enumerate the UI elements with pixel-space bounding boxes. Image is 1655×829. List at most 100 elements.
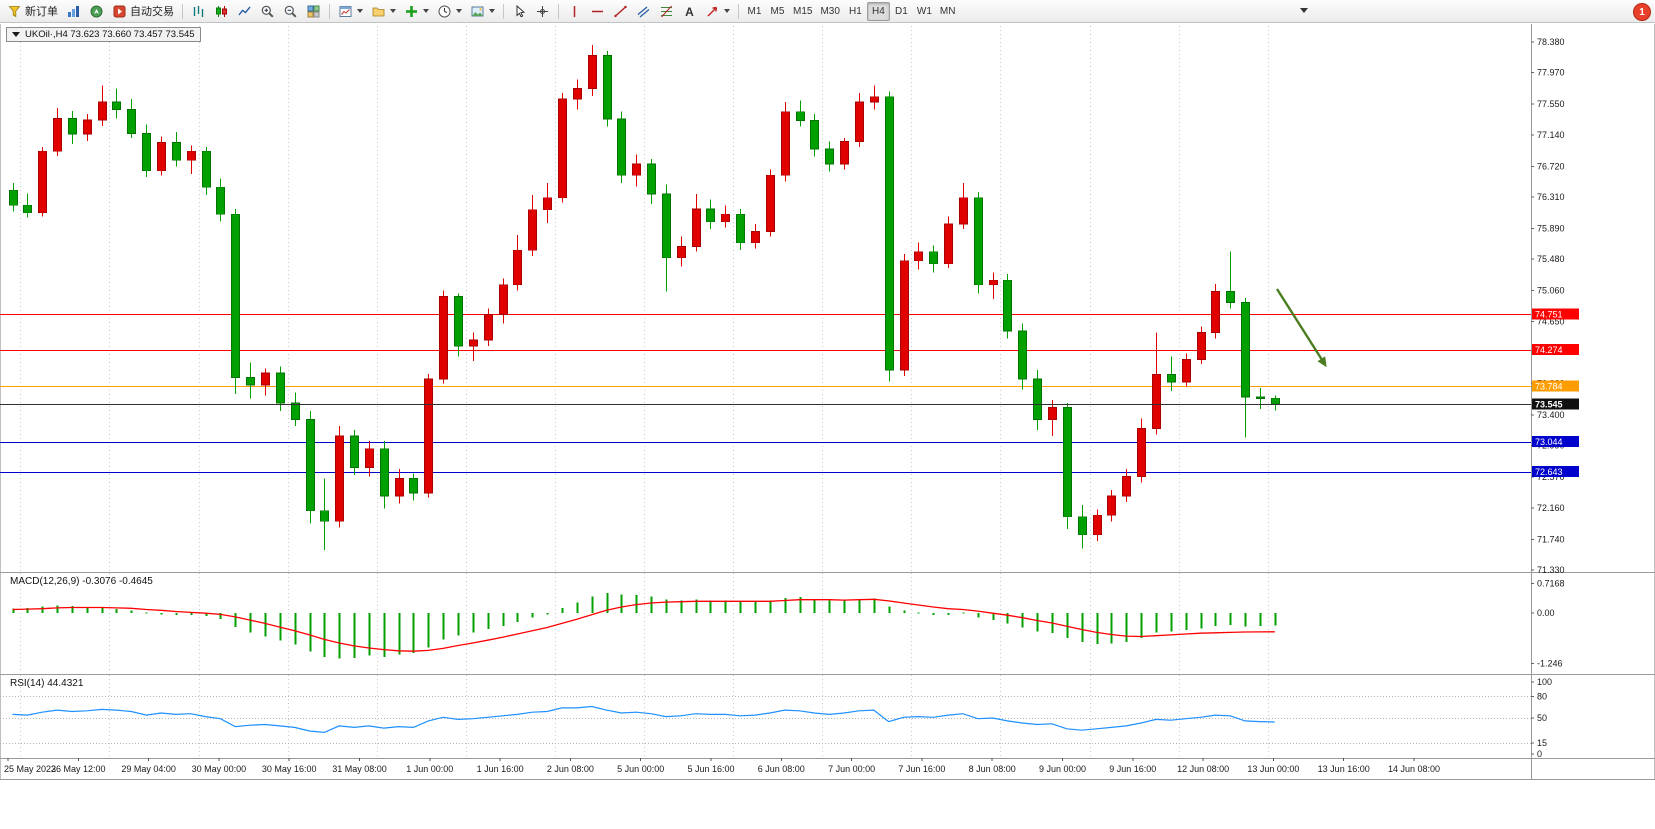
time-axis-label: 5 Jun 00:00 — [617, 764, 664, 774]
one-click-trading-arrow-icon[interactable] — [12, 32, 20, 37]
candle-body — [112, 101, 121, 110]
candle-body — [9, 189, 18, 206]
time-axis-label: 30 May 00:00 — [192, 764, 247, 774]
candle-body — [23, 204, 32, 214]
navigator-icon — [90, 5, 103, 17]
timeframe-button-m1[interactable]: M1 — [743, 2, 766, 21]
crosshair-icon — [537, 5, 548, 17]
time-axis-label: 7 Jun 00:00 — [828, 764, 875, 774]
indicators-button[interactable] — [400, 2, 433, 21]
vertical-line-button[interactable] — [563, 2, 586, 21]
candle-body — [543, 197, 552, 211]
bar-chart-button[interactable] — [187, 2, 210, 21]
new-chart-button[interactable] — [334, 2, 367, 21]
autotrade-icon — [113, 5, 126, 17]
candle-body — [885, 96, 894, 371]
candle-body — [573, 88, 582, 100]
candle-body — [1033, 378, 1042, 420]
rsi-axis-label: 100 — [1537, 677, 1552, 687]
zoom-in-button[interactable] — [256, 2, 279, 21]
timeframe-button-m5[interactable]: M5 — [766, 2, 789, 21]
candle-body — [98, 101, 107, 121]
time-axis-label: 1 Jun 16:00 — [477, 764, 524, 774]
timeframe-button-m30[interactable]: M30 — [816, 2, 843, 21]
candle-body — [499, 284, 508, 316]
candlestick-chart-button[interactable] — [210, 2, 233, 21]
price-level-tag-label: 72.643 — [1535, 467, 1563, 477]
chart-title: UKOil·,H4 73.623 73.660 73.457 73.545 — [25, 29, 195, 40]
toolbar-overflow-handle[interactable] — [1300, 8, 1308, 13]
new-order-button[interactable]: 新订单 — [3, 2, 62, 21]
price-axis-label: 76.720 — [1537, 161, 1565, 171]
arrows-tool-button[interactable] — [701, 2, 734, 21]
candle-body — [736, 213, 745, 244]
dropdown-caret — [489, 9, 495, 13]
price-axis-label: 71.740 — [1537, 534, 1565, 544]
line-chart-button[interactable] — [233, 2, 256, 21]
fibonacci-icon — [661, 5, 672, 17]
candle-body — [692, 208, 701, 247]
chart-canvas[interactable]: 78.380 77.970 77.550 77.140 76.720 76.310 75.8… — [0, 24, 1655, 829]
chart-profiles-button[interactable] — [367, 2, 400, 21]
candle-body — [231, 213, 240, 378]
channel-button[interactable] — [632, 2, 655, 21]
candle-body — [662, 193, 671, 259]
main-toolbar: 新订单 自动交易 — [0, 0, 1655, 23]
rsi-indicator-label: RSI(14) 44.4321 — [10, 678, 84, 689]
new-chart-icon — [339, 5, 352, 17]
fibonacci-button[interactable] — [655, 2, 678, 21]
timeframe-button-h1[interactable]: H1 — [844, 2, 867, 21]
timeframe-button-d1[interactable]: D1 — [890, 2, 913, 21]
chart-window: 78.380 77.970 77.550 77.140 76.720 76.310 75.8… — [0, 24, 1655, 828]
periods-button[interactable] — [433, 2, 466, 21]
time-axis-label: 13 Jun 00:00 — [1247, 764, 1299, 774]
cursor-button[interactable] — [508, 2, 531, 21]
candle-body — [68, 117, 77, 135]
new-order-icon — [8, 5, 21, 17]
templates-button[interactable] — [466, 2, 499, 21]
price-axis-label: 76.310 — [1537, 192, 1565, 202]
trendline-button[interactable] — [609, 2, 632, 21]
symbol-header-box[interactable]: UKOil·,H4 73.623 73.660 73.457 73.545 — [6, 27, 201, 42]
timeframe-button-w1[interactable]: W1 — [913, 2, 936, 21]
candle-body — [632, 163, 641, 176]
candle-body — [246, 377, 255, 386]
tile-windows-button[interactable] — [302, 2, 325, 21]
candle-body — [484, 314, 493, 341]
timeframe-button-mn[interactable]: MN — [936, 2, 960, 21]
text-tool-button[interactable]: A — [678, 2, 701, 21]
time-axis-label: 30 May 16:00 — [262, 764, 317, 774]
timeframe-button-m15[interactable]: M15 — [789, 2, 816, 21]
rsi-axis-label: 80 — [1537, 691, 1547, 701]
macd-axis-label: 0.00 — [1537, 608, 1555, 618]
time-axis-label: 31 May 08:00 — [332, 764, 387, 774]
autotrade-button[interactable]: 自动交易 — [108, 2, 178, 21]
navigator-button[interactable] — [85, 2, 108, 21]
price-axis-label: 78.380 — [1537, 37, 1565, 47]
text-tool-glyph: A — [685, 5, 694, 19]
time-axis-label: 26 May 12:00 — [51, 764, 106, 774]
time-axis-label: 9 Jun 00:00 — [1039, 764, 1086, 774]
candle-body — [1226, 290, 1235, 304]
zoom-out-button[interactable] — [279, 2, 302, 21]
candle-body — [469, 339, 478, 347]
horizontal-line-button[interactable] — [586, 2, 609, 21]
candle-body — [350, 435, 359, 468]
vertical-line-icon — [573, 5, 576, 17]
notification-badge[interactable]: 1 — [1633, 3, 1651, 21]
toolbar-separator — [182, 3, 183, 19]
time-axis-label: 1 Jun 00:00 — [406, 764, 453, 774]
timeframe-button-h4[interactable]: H4 — [866, 1, 890, 21]
candle-body — [781, 111, 790, 176]
trend-arrow-annotation[interactable] — [1275, 288, 1326, 364]
candle-body — [83, 119, 92, 135]
candle-body — [1137, 428, 1146, 477]
candle-body — [914, 251, 923, 262]
candle-body — [588, 55, 597, 89]
crosshair-button[interactable] — [531, 2, 554, 21]
trendline-icon — [614, 5, 627, 17]
candle-body — [1107, 495, 1116, 516]
price-level-tag-label: 74.274 — [1535, 345, 1563, 355]
market-watch-button[interactable] — [62, 2, 85, 21]
price-level-tag — [1532, 436, 1579, 448]
